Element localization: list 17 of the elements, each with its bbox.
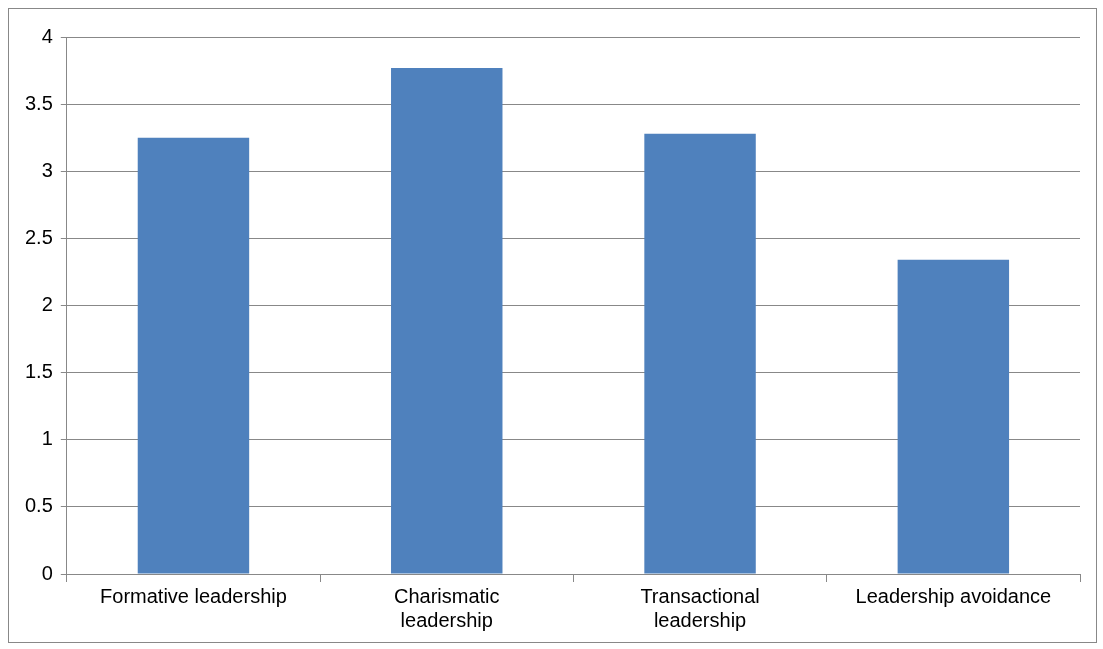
y-tick-label: 4 <box>41 24 53 47</box>
y-tick-label: 3.5 <box>24 91 53 114</box>
bar <box>137 137 250 574</box>
bar <box>391 67 503 574</box>
y-tick-label: 0.5 <box>24 494 53 517</box>
x-tick-label: Charismatic leadership <box>393 584 500 631</box>
bar <box>644 133 756 574</box>
y-tick-label: 2.5 <box>24 225 53 248</box>
y-tick-label: 1 <box>41 427 53 450</box>
y-tick-label: 1.5 <box>24 360 53 383</box>
y-tick-label: 2 <box>41 293 53 316</box>
x-tick-label: Leadership avoidance <box>855 584 1052 607</box>
x-tick-label: Transactional leadership <box>640 584 760 631</box>
x-tick-label: Formative leadership <box>100 584 287 607</box>
y-tick-label: 3 <box>41 158 53 181</box>
y-tick-label: 0 <box>41 561 53 584</box>
bar <box>897 259 1010 574</box>
